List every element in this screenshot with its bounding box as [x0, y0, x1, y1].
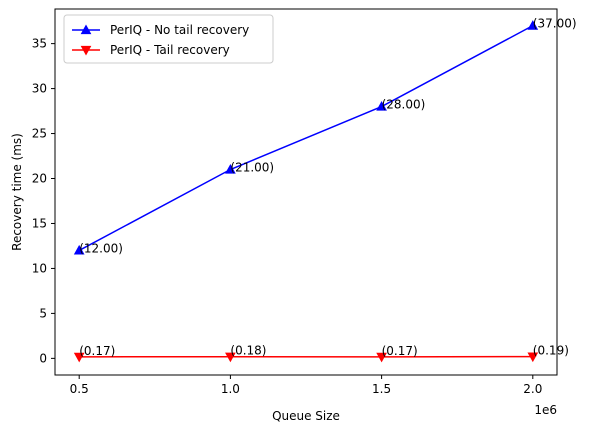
x-axis-offset-label: 1e6 [534, 403, 557, 417]
data-point [73, 352, 85, 363]
legend-box [63, 14, 274, 64]
data-label: (12.00) [79, 241, 123, 255]
data-label: (0.19) [533, 344, 569, 358]
y-tick-label: 5 [39, 306, 47, 320]
data-label: (37.00) [533, 17, 577, 31]
y-axis-label: Recovery time (ms) [10, 133, 24, 251]
y-tick-label: 30 [32, 82, 47, 96]
data-point [73, 244, 85, 255]
data-point [225, 352, 236, 363]
data-point [527, 20, 539, 30]
y-tick-label: 0 [39, 351, 47, 365]
data-label: (28.00) [382, 98, 426, 112]
x-tick-label: 2.0 [523, 382, 542, 396]
data-point [376, 352, 387, 363]
x-tick-label: 0.5 [70, 382, 89, 396]
x-axis-label: Queue Size [272, 409, 340, 423]
series-line [78, 24, 534, 252]
y-tick-label: 35 [32, 37, 47, 51]
legend-entry: PerIQ - Tail recovery [110, 43, 230, 57]
series-2: (0.17) (0.18) (0.17) (0.19) [73, 344, 569, 363]
data-point [376, 101, 387, 111]
data-point [527, 352, 539, 363]
data-point [225, 163, 236, 174]
series-1: (12.00) (21.00) (28.00) (37.00) [73, 17, 577, 255]
x-tick-label: 1.5 [372, 382, 391, 396]
plot-area [55, 9, 557, 375]
y-tick-label: 25 [32, 127, 47, 141]
data-label: (21.00) [230, 161, 274, 175]
plot-frame [54, 8, 558, 376]
legend-entry: PerIQ - No tail recovery [110, 23, 249, 37]
y-tick-label: 15 [32, 216, 47, 230]
legend-marker [80, 24, 92, 35]
legend-marker [80, 45, 92, 56]
y-tick-label: 10 [32, 261, 47, 275]
data-label: (0.17) [382, 344, 418, 358]
data-label: (0.17) [79, 344, 115, 358]
legend: PerIQ - No tail recovery PerIQ - Tail rec… [63, 14, 274, 64]
y-tick-label: 20 [32, 172, 47, 186]
x-tick-label: 1.0 [221, 382, 240, 396]
data-label: (0.18) [230, 344, 266, 358]
